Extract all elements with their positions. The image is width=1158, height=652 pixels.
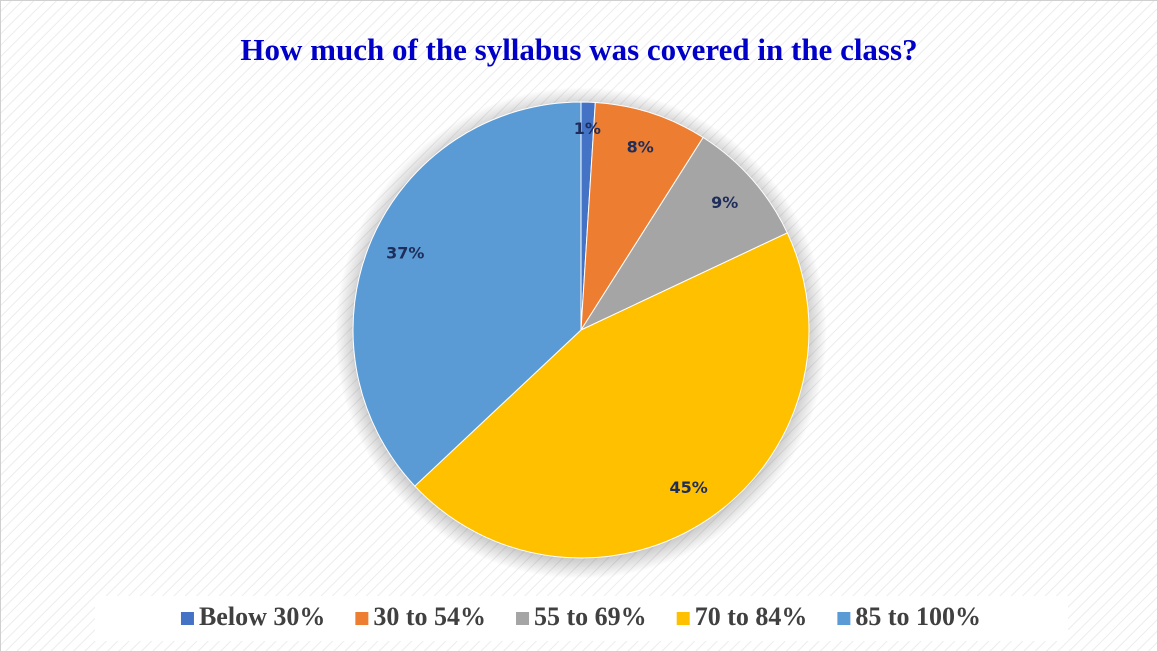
pie-slice bbox=[580, 101, 704, 331]
legend-marker bbox=[676, 612, 690, 625]
chart-title: How much of the syllabus was covered in … bbox=[240, 32, 917, 67]
data-label: 9% bbox=[711, 193, 738, 212]
legend-label: 85 to 100% bbox=[855, 602, 981, 631]
legend-marker bbox=[837, 612, 851, 625]
legend-label: 55 to 69% bbox=[534, 602, 647, 631]
pie-slice bbox=[579, 136, 788, 332]
legend-marker bbox=[355, 612, 369, 625]
legend-label: 70 to 84% bbox=[695, 602, 808, 631]
legend-label: 30 to 54% bbox=[373, 602, 486, 631]
data-label: 8% bbox=[627, 137, 654, 156]
legend-marker bbox=[516, 612, 530, 625]
legend-label: Below 30% bbox=[199, 602, 325, 631]
legend-box bbox=[95, 596, 1068, 641]
pie-slice bbox=[414, 232, 810, 559]
data-label: 45% bbox=[670, 478, 708, 497]
pie-slice bbox=[352, 101, 582, 487]
data-label: 37% bbox=[386, 243, 424, 262]
data-label: 1% bbox=[574, 119, 601, 138]
legend-marker bbox=[180, 612, 194, 625]
